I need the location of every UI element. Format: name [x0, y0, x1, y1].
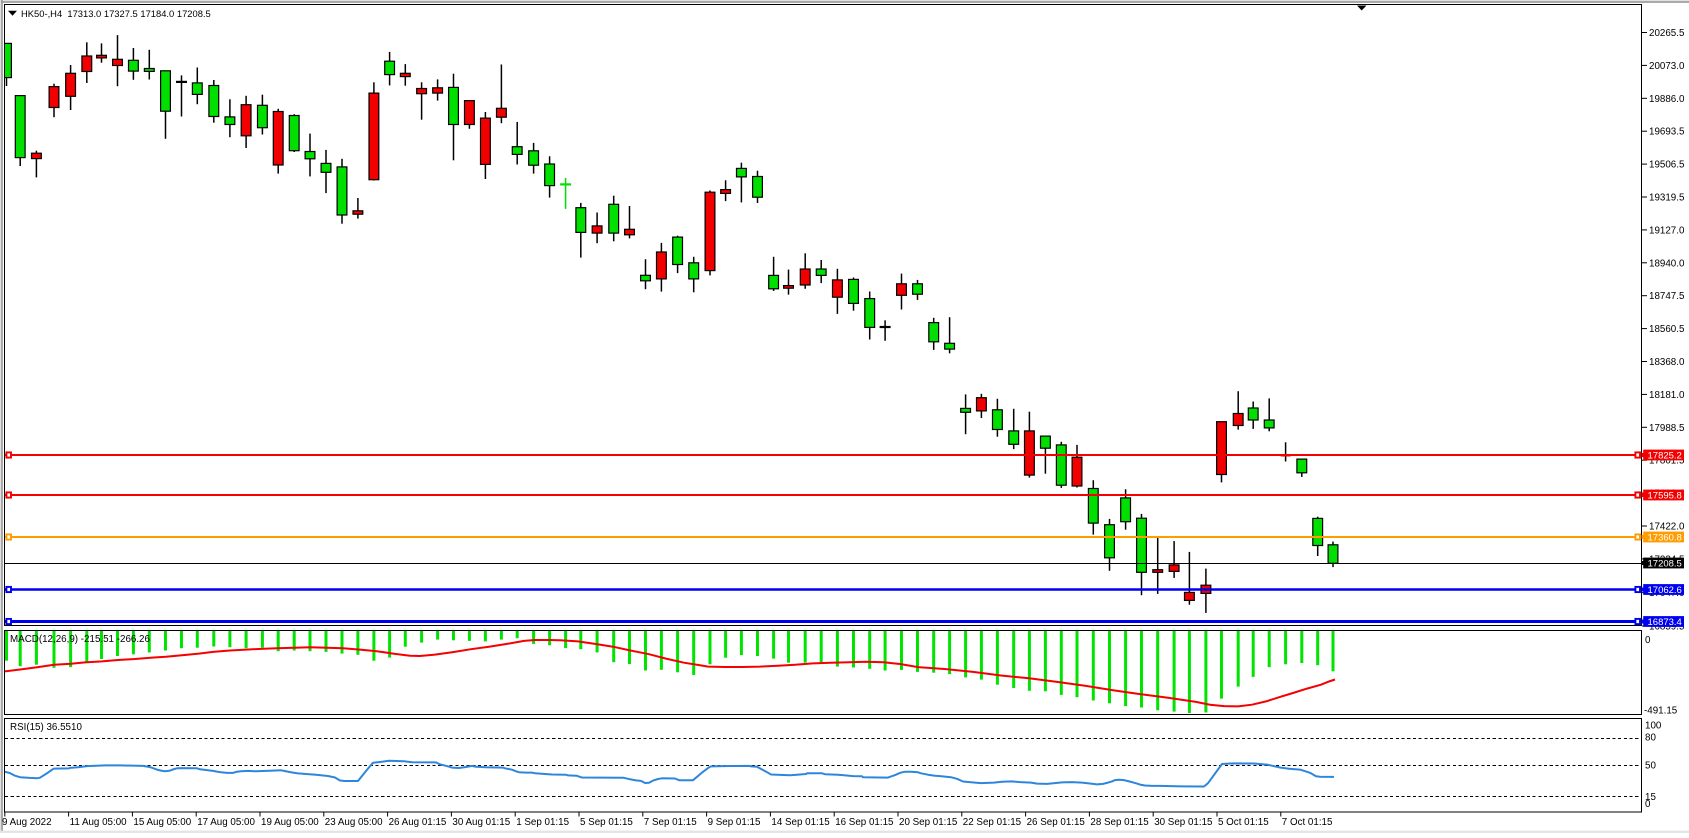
svg-text:17801.5: 17801.5	[1649, 456, 1685, 467]
svg-text:17360.8: 17360.8	[1648, 532, 1682, 543]
svg-text:18181.0: 18181.0	[1649, 390, 1685, 401]
svg-text:18368.0: 18368.0	[1649, 357, 1685, 368]
svg-text:17988.5: 17988.5	[1649, 423, 1685, 434]
svg-text:17062.6: 17062.6	[1648, 585, 1682, 596]
svg-text:RSI(15) 36.5510: RSI(15) 36.5510	[10, 722, 82, 733]
svg-text:0: 0	[1645, 635, 1651, 646]
svg-text:80: 80	[1645, 733, 1656, 744]
svg-text:28 Sep 01:15: 28 Sep 01:15	[1090, 817, 1149, 828]
svg-text:17825.2: 17825.2	[1648, 450, 1682, 461]
svg-text:50: 50	[1645, 761, 1656, 772]
svg-text:15: 15	[1645, 792, 1656, 803]
svg-text:-491.15: -491.15	[1644, 706, 1678, 717]
svg-text:5 Oct 01:15: 5 Oct 01:15	[1218, 817, 1269, 828]
svg-text:26 Sep 01:15: 26 Sep 01:15	[1027, 817, 1086, 828]
svg-text:16 Sep 01:15: 16 Sep 01:15	[835, 817, 894, 828]
svg-text:20265.5: 20265.5	[1649, 28, 1685, 39]
svg-text:19506.5: 19506.5	[1649, 160, 1685, 171]
svg-text:17208.5: 17208.5	[1648, 558, 1682, 569]
svg-text:1 Sep 01:15: 1 Sep 01:15	[516, 817, 569, 828]
svg-text:18940.0: 18940.0	[1649, 258, 1685, 269]
svg-text:17422.0: 17422.0	[1649, 522, 1685, 533]
svg-text:14 Sep 01:15: 14 Sep 01:15	[771, 817, 830, 828]
svg-text:5 Sep 01:15: 5 Sep 01:15	[580, 817, 633, 828]
svg-text:19 Aug 05:00: 19 Aug 05:00	[261, 817, 319, 828]
svg-text:19127.0: 19127.0	[1649, 225, 1685, 236]
svg-text:16859.5: 16859.5	[1649, 622, 1685, 633]
svg-text:22 Sep 01:15: 22 Sep 01:15	[963, 817, 1022, 828]
svg-text:30 Sep 01:15: 30 Sep 01:15	[1154, 817, 1213, 828]
svg-text:20073.0: 20073.0	[1649, 61, 1685, 72]
svg-text:MACD(12,26,9) -215.51 -266.26: MACD(12,26,9) -215.51 -266.26	[10, 634, 151, 645]
svg-text:9 Aug 2022: 9 Aug 2022	[2, 817, 52, 828]
svg-text:11 Aug 05:00: 11 Aug 05:00	[70, 817, 128, 828]
svg-text:7 Sep 01:15: 7 Sep 01:15	[644, 817, 697, 828]
svg-text:9 Sep 01:15: 9 Sep 01:15	[708, 817, 761, 828]
svg-text:15 Aug 05:00: 15 Aug 05:00	[133, 817, 191, 828]
svg-text:17 Aug 05:00: 17 Aug 05:00	[197, 817, 255, 828]
svg-text:0: 0	[1645, 799, 1651, 810]
svg-text:18747.5: 18747.5	[1649, 291, 1685, 302]
svg-text:26 Aug 01:15: 26 Aug 01:15	[389, 817, 447, 828]
svg-text:20 Sep 01:15: 20 Sep 01:15	[899, 817, 958, 828]
svg-text:19319.5: 19319.5	[1649, 193, 1685, 204]
svg-text:23 Aug 05:00: 23 Aug 05:00	[325, 817, 383, 828]
svg-text:19693.5: 19693.5	[1649, 127, 1685, 138]
svg-text:19886.0: 19886.0	[1649, 94, 1685, 105]
svg-text:100: 100	[1645, 721, 1662, 732]
svg-text:HK50-,H4 17313.0 17327.5 1718: HK50-,H4 17313.0 17327.5 17184.0 17208.5	[21, 8, 211, 19]
svg-text:7 Oct 01:15: 7 Oct 01:15	[1282, 817, 1333, 828]
svg-text:17595.8: 17595.8	[1648, 490, 1682, 501]
svg-text:16873.4: 16873.4	[1648, 617, 1682, 628]
svg-text:18560.5: 18560.5	[1649, 324, 1685, 335]
svg-text:30 Aug 01:15: 30 Aug 01:15	[452, 817, 510, 828]
